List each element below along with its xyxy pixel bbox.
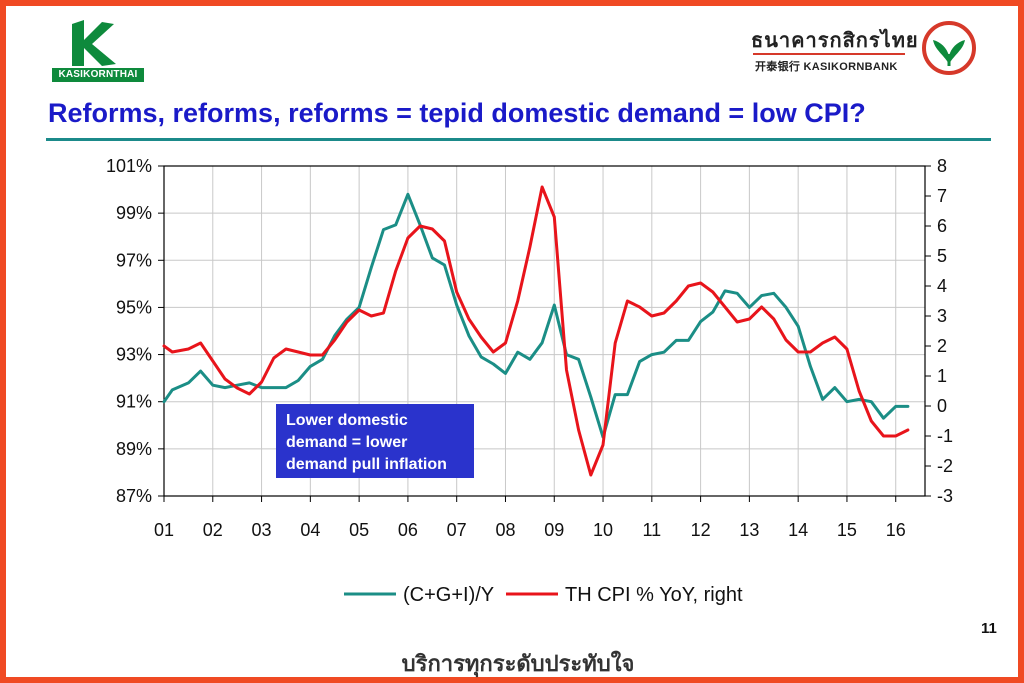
legend-label: (C+G+I)/Y	[403, 584, 494, 606]
y-right-tick-label: -3	[937, 486, 953, 506]
y-axis-left: 87% 89% 91% 93% 95% 97% 99% 101%	[106, 156, 164, 506]
chart-legend: (C+G+I)/Y TH CPI % YoY, right	[344, 584, 743, 606]
series-line-cgi-ratio	[162, 192, 910, 439]
left-logo-text: KASIKORNTHAI	[52, 68, 144, 82]
page-title: Reforms, reforms, reforms = tepid domest…	[48, 98, 866, 128]
x-tick-label: 12	[691, 520, 711, 540]
x-tick-label: 06	[398, 520, 418, 540]
right-logo-thai: ธนาคารกสิกรไทย	[751, 30, 919, 52]
y-left-tick-label: 89%	[116, 439, 152, 459]
title-divider	[46, 138, 991, 141]
y-right-tick-label: 2	[937, 336, 947, 356]
footer-slogan: บริการทุกระดับประทับใจ	[401, 651, 635, 676]
right-logo-english: 开泰银行 KASIKORNBANK	[755, 61, 898, 73]
chart-series	[162, 185, 910, 477]
x-tick-label: 01	[154, 520, 174, 540]
plot-frame	[163, 165, 926, 497]
y-right-tick-label: -2	[937, 456, 953, 476]
x-tick-label: 03	[252, 520, 272, 540]
k-logo-icon	[72, 20, 116, 66]
x-tick-label: 07	[447, 520, 467, 540]
y-right-tick-label: 1	[937, 366, 947, 386]
legend-label: TH CPI % YoY, right	[565, 584, 743, 606]
x-tick-label: 15	[837, 520, 857, 540]
kasikornthai-logo: KASIKORNTHAI	[46, 18, 148, 82]
y-left-tick-label: 101%	[106, 156, 152, 176]
x-tick-label: 11	[642, 520, 661, 540]
y-right-tick-label: 6	[937, 216, 947, 236]
y-right-tick-label: 5	[937, 246, 947, 266]
kasikornbank-logo: ธนาคารกสิกรไทย 开泰银行 KASIKORNBANK	[741, 20, 981, 84]
y-right-tick-label: 4	[937, 276, 947, 296]
y-left-tick-label: 91%	[116, 392, 152, 412]
y-left-tick-label: 87%	[116, 486, 152, 506]
x-tick-label: 13	[739, 520, 759, 540]
x-tick-label: 16	[886, 520, 906, 540]
y-right-tick-label: 8	[937, 156, 947, 176]
y-left-tick-label: 93%	[116, 345, 152, 365]
x-axis: 01 02 03 04 05 06 07 08 09 10 11 12 13 14 15 16	[154, 496, 906, 540]
x-tick-label: 08	[495, 520, 515, 540]
x-tick-label: 05	[349, 520, 369, 540]
series-line-th-cpi	[162, 185, 910, 477]
y-left-tick-label: 95%	[116, 297, 152, 317]
x-tick-label: 02	[203, 520, 223, 540]
right-logo-rule	[753, 53, 905, 55]
x-tick-label: 10	[593, 520, 613, 540]
y-right-tick-label: 7	[937, 186, 947, 206]
x-tick-label: 09	[544, 520, 564, 540]
y-right-tick-label: 0	[937, 396, 947, 416]
x-tick-label: 04	[300, 520, 320, 540]
line-chart: 87%89%91%93%95%97%99%101% -3-2-101234567…	[106, 156, 953, 606]
page-number: 11	[981, 620, 997, 637]
y-right-tick-label: 3	[937, 306, 947, 326]
rice-leaf-emblem-icon	[922, 21, 976, 75]
x-tick-label: 14	[788, 520, 808, 540]
chart-annotation: Lower domestic demand = lower demand pul…	[276, 404, 474, 478]
y-left-tick-label: 97%	[116, 250, 152, 270]
y-left-tick-label: 99%	[116, 203, 152, 223]
y-right-tick-label: -1	[937, 426, 953, 446]
y-axis-right: -3 -2 -1 0 1 2 3 4 5 6 7 8	[925, 156, 953, 506]
